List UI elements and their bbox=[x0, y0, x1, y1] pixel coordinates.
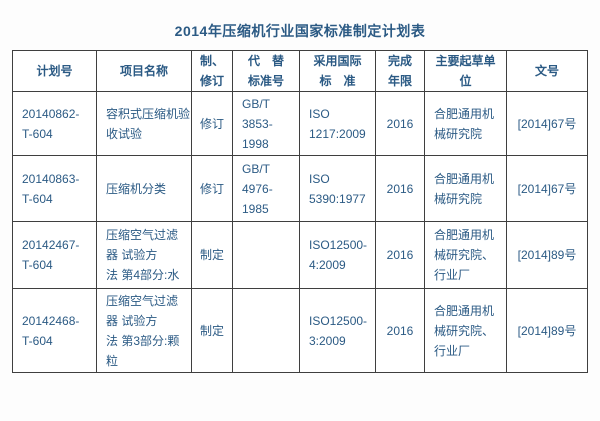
table-row: 20142468- T-604 压缩空气过滤 器 试验方 法 第3部分:颗 粒 … bbox=[12, 288, 588, 373]
cell-replaced-standard: GB/T 4976- 1985 bbox=[232, 155, 300, 222]
cell-doc-no: [2014]67号 bbox=[506, 91, 588, 156]
cell-plan-no: 20140863- T-604 bbox=[12, 155, 97, 222]
column-header-new-or-revise: 制、 修订 bbox=[191, 50, 233, 92]
cell-project-name: 压缩机分类 bbox=[96, 155, 192, 222]
column-header-completion-year: 完成 年限 bbox=[375, 50, 425, 92]
cell-project-name: 容积式压缩机验 收试验 bbox=[96, 91, 192, 156]
cell-intl-standard: ISO 1217:2009 bbox=[299, 91, 376, 156]
cell-completion-year: 2016 bbox=[375, 221, 425, 289]
cell-drafting-unit: 合肥通用机 械研究院 bbox=[424, 91, 507, 156]
cell-completion-year: 2016 bbox=[375, 288, 425, 373]
cell-completion-year: 2016 bbox=[375, 155, 425, 222]
cell-intl-standard: ISO 5390:1977 bbox=[299, 155, 376, 222]
column-header-doc-no: 文号 bbox=[506, 50, 588, 92]
table-row: 20140863- T-604 压缩机分类 修订 GB/T 4976- 1985… bbox=[12, 155, 588, 222]
table-row: 20140862- T-604 容积式压缩机验 收试验 修订 GB/T 3853… bbox=[12, 91, 588, 156]
cell-new-or-revise: 制定 bbox=[191, 288, 233, 373]
cell-replaced-standard: GB/T 3853- 1998 bbox=[232, 91, 300, 156]
cell-project-name: 压缩空气过滤 器 试验方 法 第4部分:水 bbox=[96, 221, 192, 289]
cell-new-or-revise: 修订 bbox=[191, 91, 233, 156]
cell-new-or-revise: 制定 bbox=[191, 221, 233, 289]
cell-doc-no: [2014]67号 bbox=[506, 155, 588, 222]
cell-drafting-unit: 合肥通用机 械研究院 bbox=[424, 155, 507, 222]
column-header-plan-no: 计划号 bbox=[12, 50, 97, 92]
cell-intl-standard: ISO12500- 4:2009 bbox=[299, 221, 376, 289]
cell-intl-standard: ISO12500- 3:2009 bbox=[299, 288, 376, 373]
cell-new-or-revise: 修订 bbox=[191, 155, 233, 222]
cell-drafting-unit: 合肥通用机 械研究院、 行业厂 bbox=[424, 221, 507, 289]
table-row: 20142467- T-604 压缩空气过滤 器 试验方 法 第4部分:水 制定… bbox=[12, 221, 588, 289]
document-page: 2014年压缩机行业国家标准制定计划表 计划号 项目名称 制、 修订 代 替 标… bbox=[0, 21, 600, 373]
cell-replaced-standard bbox=[232, 221, 300, 289]
cell-plan-no: 20142468- T-604 bbox=[12, 288, 97, 373]
column-header-replaced-standard: 代 替 标准号 bbox=[232, 50, 300, 92]
cell-drafting-unit: 合肥通用机 械研究院、 行业厂 bbox=[424, 288, 507, 373]
cell-doc-no: [2014]89号 bbox=[506, 221, 588, 289]
column-header-intl-standard: 采用国际 标 准 bbox=[299, 50, 376, 92]
cell-project-name: 压缩空气过滤 器 试验方 法 第3部分:颗 粒 bbox=[96, 288, 192, 373]
cell-replaced-standard bbox=[232, 288, 300, 373]
cell-doc-no: [2014]89号 bbox=[506, 288, 588, 373]
cell-completion-year: 2016 bbox=[375, 91, 425, 156]
page-title: 2014年压缩机行业国家标准制定计划表 bbox=[174, 23, 426, 39]
column-header-drafting-unit: 主要起草单 位 bbox=[424, 50, 507, 92]
cell-plan-no: 20142467- T-604 bbox=[12, 221, 97, 289]
column-header-project-name: 项目名称 bbox=[96, 50, 192, 92]
cell-plan-no: 20140862- T-604 bbox=[12, 91, 97, 156]
standards-plan-table: 计划号 项目名称 制、 修订 代 替 标准号 采用国际 标 准 完成 年限 主要… bbox=[12, 50, 588, 373]
header-row: 计划号 项目名称 制、 修订 代 替 标准号 采用国际 标 准 完成 年限 主要… bbox=[12, 50, 588, 92]
